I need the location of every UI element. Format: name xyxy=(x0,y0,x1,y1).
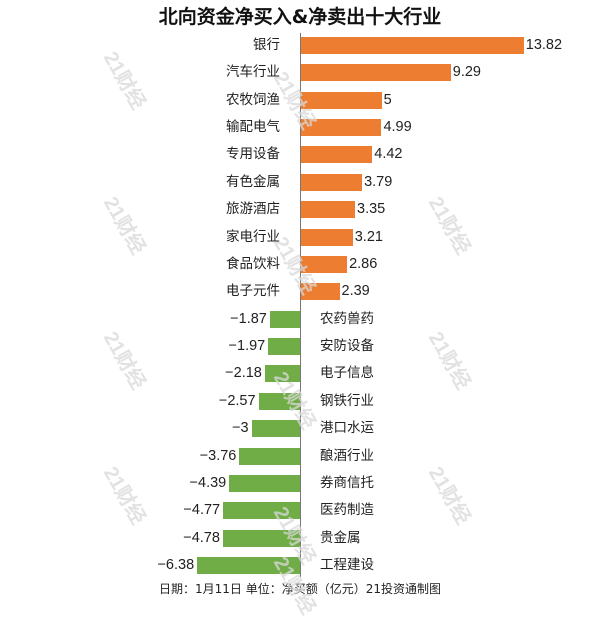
bar-net-sell xyxy=(229,474,300,492)
category-label: 贵金属 xyxy=(320,529,361,546)
bar-value-label: −6.38 xyxy=(157,557,195,574)
bar-value-label: 9.29 xyxy=(452,64,481,81)
bar-net-buy xyxy=(301,146,373,164)
bar-net-sell xyxy=(264,365,300,383)
bar-net-sell xyxy=(239,447,300,465)
category-label: 酿酒行业 xyxy=(320,447,374,464)
bar-net-buy xyxy=(301,255,348,273)
bar-value-label: −1.97 xyxy=(228,338,266,355)
category-label: 港口水运 xyxy=(320,420,374,437)
bar-net-buy xyxy=(301,91,382,109)
watermark-text: 21财经 xyxy=(423,328,475,394)
bar-value-label: −4.39 xyxy=(189,474,227,491)
bar-value-label: 4.99 xyxy=(383,119,412,136)
category-label: 食品饮料 xyxy=(226,255,280,272)
category-label: 医药制造 xyxy=(320,502,374,519)
zero-axis-line xyxy=(300,33,301,577)
category-label: 汽车行业 xyxy=(226,64,280,81)
bar-net-sell xyxy=(223,502,300,520)
watermark-text: 21财经 xyxy=(423,463,475,529)
bar-net-buy xyxy=(301,64,451,82)
chart-title: 北向资金净买入&净卖出十大行业 xyxy=(158,6,442,28)
watermark-text: 21财经 xyxy=(98,193,150,259)
category-label: 农药兽药 xyxy=(320,310,374,327)
bar-net-sell xyxy=(222,529,300,547)
category-label: 电子元件 xyxy=(226,283,280,300)
bar-value-label: −2.57 xyxy=(218,392,256,409)
category-label: 家电行业 xyxy=(226,228,280,245)
bar-value-label: 5 xyxy=(383,91,392,108)
bar-net-buy xyxy=(301,119,382,137)
category-label: 电子信息 xyxy=(320,365,374,382)
category-label: 旅游酒店 xyxy=(226,201,280,218)
bar-value-label: 3.21 xyxy=(354,228,383,245)
bar-net-sell xyxy=(251,420,300,438)
bar-value-label: −4.77 xyxy=(183,502,221,519)
bar-value-label: 3.79 xyxy=(364,173,393,190)
bar-value-label: 13.82 xyxy=(525,37,563,53)
chart-footer-note: 日期：1月11日 单位：净买额（亿元）21投资通制图 xyxy=(159,582,441,596)
watermark-text: 21财经 xyxy=(98,463,150,529)
bar-value-label: 4.42 xyxy=(374,146,403,163)
bar-value-label: −1.87 xyxy=(230,310,267,327)
category-label: 输配电气 xyxy=(226,119,280,136)
bar-value-label: −3 xyxy=(232,420,249,437)
bar-net-buy xyxy=(301,283,340,301)
category-label: 工程建设 xyxy=(320,557,374,574)
category-label: 钢铁行业 xyxy=(320,392,374,409)
bar-value-label: −4.78 xyxy=(183,529,220,546)
bar-value-label: 2.86 xyxy=(349,255,378,272)
category-label: 专用设备 xyxy=(226,146,280,163)
bar-value-label: 2.39 xyxy=(341,283,370,300)
category-label: 银行 xyxy=(253,37,280,53)
bar-value-label: −2.18 xyxy=(225,365,262,382)
bar-net-buy xyxy=(301,228,353,246)
category-label: 农牧饲渔 xyxy=(226,91,280,108)
bar-net-sell xyxy=(258,392,300,410)
category-label: 有色金属 xyxy=(226,173,280,190)
category-label: 安防设备 xyxy=(320,338,374,355)
bar-net-sell xyxy=(268,338,300,356)
watermark-text: 21财经 xyxy=(98,328,150,394)
watermark-text: 21财经 xyxy=(423,193,475,259)
watermark-text: 21财经 xyxy=(98,48,150,114)
bar-net-buy xyxy=(301,201,355,219)
bar-value-label: −3.76 xyxy=(199,447,237,464)
bar-net-sell xyxy=(269,310,300,328)
bar-net-sell xyxy=(197,557,300,575)
bar-net-buy xyxy=(301,173,363,191)
bar-value-label: 3.35 xyxy=(357,201,386,218)
bar-net-buy xyxy=(301,37,524,54)
category-label: 券商信托 xyxy=(320,474,374,491)
